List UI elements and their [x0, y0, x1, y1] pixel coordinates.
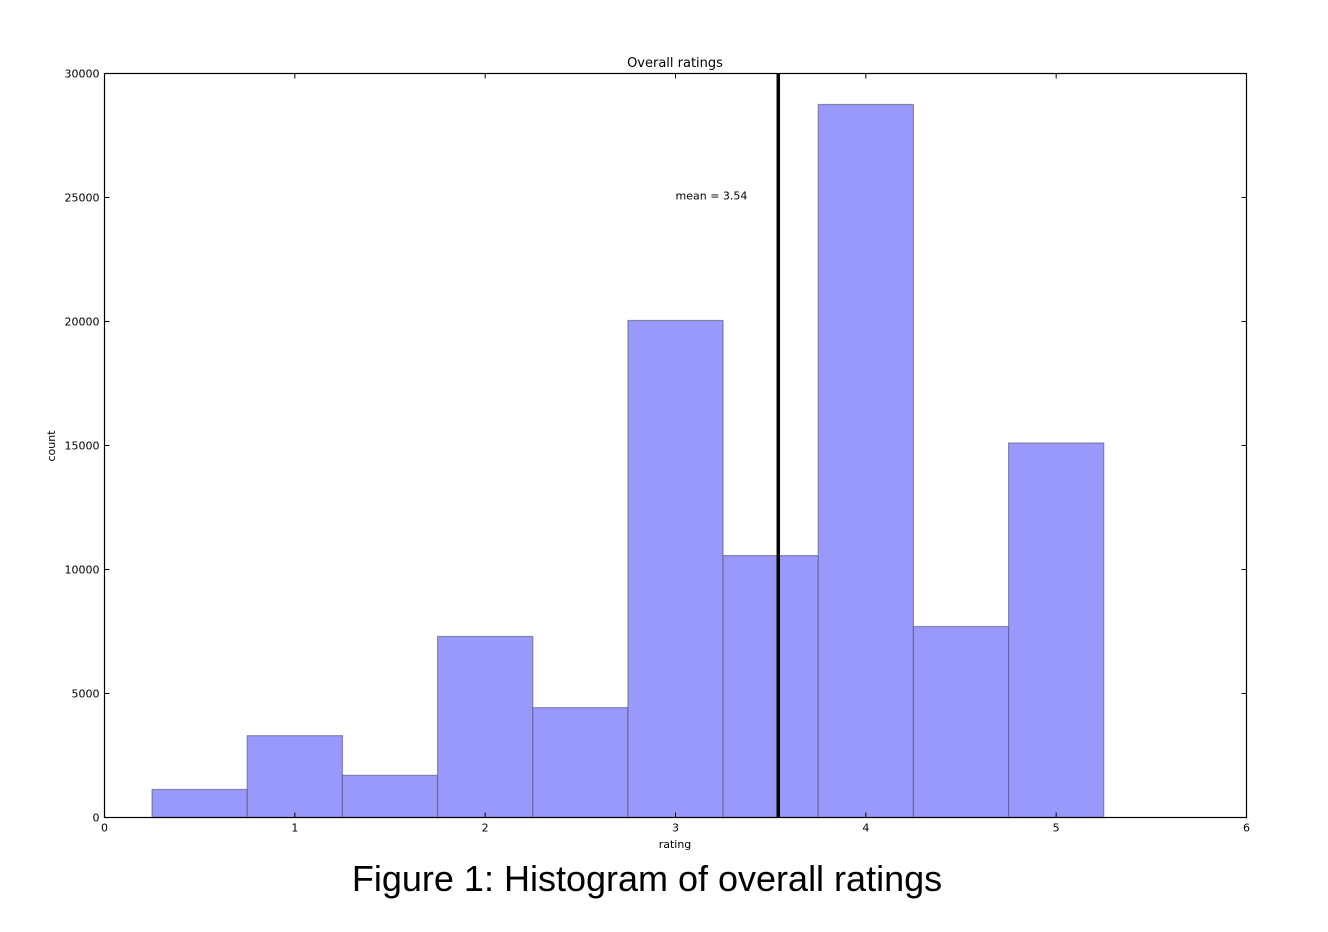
histogram-bar: [246, 735, 344, 819]
histogram-bar: [817, 103, 915, 819]
y-tick-label: 5000: [72, 688, 100, 701]
x-tick-label: 6: [1243, 822, 1250, 835]
x-tick-label: 2: [482, 822, 489, 835]
x-tick-label: 4: [862, 822, 869, 835]
x-tick-label: 3: [672, 822, 679, 835]
histogram-bar: [912, 625, 1010, 819]
histogram-bar: [151, 788, 248, 819]
histogram-bar: [341, 774, 439, 819]
y-axis-ticks: 0 5000 10000 15000 20000 25000 30000: [65, 68, 1247, 825]
chart-title: Overall ratings: [627, 56, 723, 71]
histogram-bar: [1007, 442, 1105, 819]
histogram-bar: [436, 635, 534, 819]
y-tick-label: 25000: [65, 192, 100, 205]
histogram-bar: [532, 707, 629, 819]
y-tick-label: 0: [93, 812, 100, 825]
y-axis-label: count: [45, 430, 58, 462]
histogram-bar: [722, 555, 819, 819]
mean-line-group: mean = 3.54: [676, 73, 781, 818]
histogram-bar: [627, 319, 724, 819]
x-axis-label: rating: [659, 838, 692, 851]
x-tick-label: 5: [1053, 822, 1060, 835]
mean-label: mean = 3.54: [676, 190, 748, 203]
y-tick-label: 20000: [65, 316, 100, 329]
x-tick-label: 1: [291, 822, 298, 835]
histogram-bars: [151, 103, 1105, 819]
figure-caption: Figure 1: Histogram of overall ratings: [351, 858, 943, 899]
histogram-chart: Overall ratings mean = 3.54 0 1 2 3 4 5 6 0 500…: [45, 56, 1250, 851]
y-tick-label: 30000: [65, 68, 100, 81]
x-tick-label: 0: [101, 822, 108, 835]
y-tick-label: 10000: [65, 564, 100, 577]
y-tick-label: 15000: [65, 440, 100, 453]
x-axis-ticks: 0 1 2 3 4 5 6: [101, 73, 1250, 835]
